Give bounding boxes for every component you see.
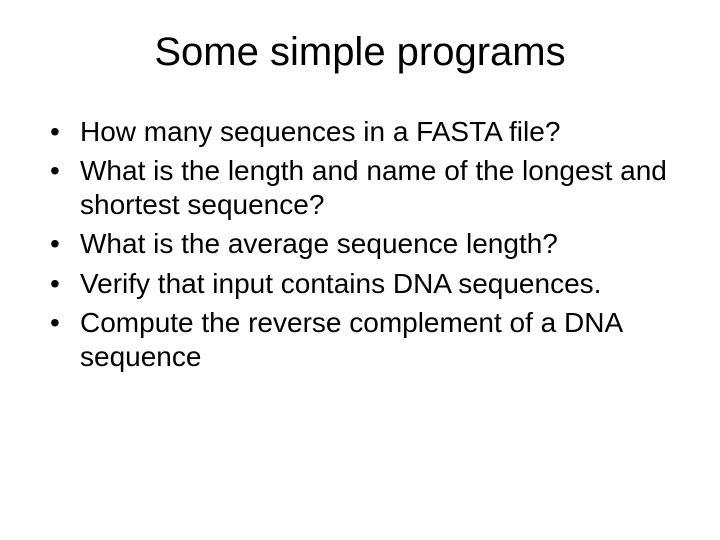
list-item: What is the average sequence length? [50,227,680,261]
list-item: What is the length and name of the longe… [50,154,680,222]
list-item: Compute the reverse complement of a DNA … [50,306,680,374]
list-item: Verify that input contains DNA sequences… [50,267,680,301]
slide-title: Some simple programs [30,30,690,75]
slide: Some simple programs How many sequences … [0,0,720,540]
list-item: How many sequences in a FASTA file? [50,115,680,149]
bullet-list: How many sequences in a FASTA file? What… [30,115,690,374]
